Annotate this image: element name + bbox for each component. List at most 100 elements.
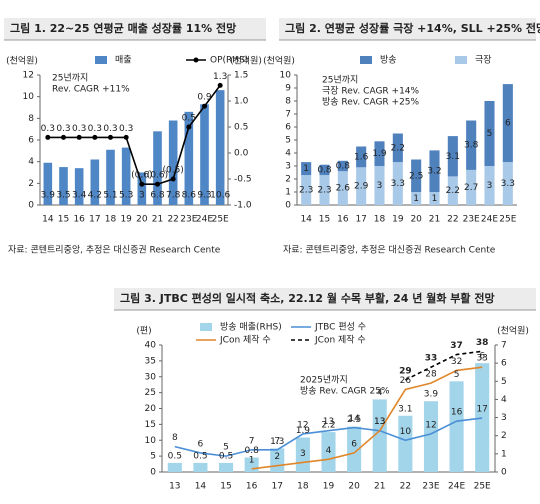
data-label: 0.5 [193,451,207,461]
bar [392,133,403,163]
bar [423,401,439,472]
chart-title: 그림 1. 22~25 연평균 매출 성장률 11% 전망 [10,21,236,35]
bar [74,168,84,205]
bar [184,111,194,205]
x-tick-label: 20 [136,215,148,225]
x-tick-label: 22 [447,215,458,225]
line [404,350,483,381]
bar [301,162,312,176]
data-label: 3.8 [464,141,479,151]
x-tick-label: 18 [374,215,386,225]
data-label: 33 [425,354,438,364]
annotation: 방송 Rev. CAGR 25% [300,386,390,397]
bar [121,147,131,205]
annotation: Rev. CAGR +11% [52,85,130,95]
legend-swatch [455,56,467,64]
data-label: 2.5 [347,415,361,425]
data-label: 0.8 [317,165,332,175]
data-label: 7 [274,436,280,446]
bar [337,171,348,205]
data-label: 3.9 [424,390,439,400]
data-label: 2.2 [321,421,335,431]
data-label: 6 [198,439,204,449]
y-tick-label: 2 [28,179,34,189]
data-label: 1.3 [270,437,284,447]
data-label: 1.9 [372,149,387,159]
source: 자료: 콘텐트리중앙, 추정은 대신증권 Research Cente [283,244,496,256]
bar [392,162,403,205]
data-label: (0.5) [162,166,183,176]
data-label: 5 [223,443,229,453]
bar [398,415,413,472]
y-tick-label: 0 [150,468,156,478]
bar [372,399,387,472]
data-label: 1.3 [213,72,227,82]
bar [193,462,208,472]
data-label: 13 [374,417,385,427]
x-tick-label: 14 [300,215,312,225]
x-tick-label: 15 [58,215,69,225]
x-tick-label: 21 [374,482,385,492]
y-tick-label: 5 [285,136,291,146]
data-label: 26 [400,376,412,386]
y2-axis-label: (천억원) [497,325,529,337]
x-tick-label: 16 [246,482,258,492]
data-label: 0.3 [72,124,86,134]
y-tick-label: 10 [280,71,292,81]
y2-tick-label: 1.0 [234,97,249,107]
data-label: 10 [400,427,412,437]
data-label: 1.6 [354,152,369,162]
x-tick-label: 25E [212,215,229,225]
data-label: 5.3 [119,191,133,201]
data-label: 13 [374,417,385,427]
y2-tick-label: 6 [501,359,507,369]
x-tick-label: 16 [73,215,85,225]
data-label: 0.9 [197,93,212,103]
data-label: (0.6) [131,171,152,181]
x-tick-label: 21 [152,215,163,225]
data-label: 13 [323,417,334,427]
bar [429,192,440,205]
y-tick-label: 0 [28,201,34,211]
x-tick-label: 25E [499,215,516,225]
y-axis-label: (편) [136,325,151,337]
y2-tick-label: 1 [501,449,507,459]
data-label: 6 [479,352,485,362]
x-tick-label: 25E [474,482,491,492]
data-label: 29 [399,366,412,376]
data-label: 1 [413,194,419,204]
x-tick-label: 20 [348,482,360,492]
x-tick-label: 18 [105,215,117,225]
x-tick-label: 20 [410,215,422,225]
y-tick-label: 2 [285,175,291,185]
bar [449,381,464,472]
data-label: 17 [476,405,487,415]
legend-swatch [360,56,372,64]
legend-label: 매출 [115,55,132,66]
y2-axis-label: (천억원) [230,55,262,67]
data-label: 3 [300,449,306,459]
legend-label: 방송 매출(RHS) [220,322,282,333]
data-label: 5 [454,370,460,380]
legend-label: 방송 [380,55,397,66]
bar [90,159,100,205]
data-label: 1.9 [296,426,311,436]
annotation: 25년까지 [322,75,358,86]
legend-marker [193,57,199,63]
y-tick-label: 10 [145,436,157,446]
y-tick-label: 4 [28,157,34,167]
y-tick-label: 35 [145,356,156,366]
data-label: 2.7 [464,183,478,193]
y-axis-label: (천억원) [6,55,38,67]
y-tick-label: 10 [23,92,35,102]
bar [137,172,147,205]
data-label: 4 [377,388,383,398]
data-label: 5 [487,129,493,139]
y-tick-label: 25 [145,388,156,398]
data-label: 9.3 [197,191,211,201]
y-tick-label: 8 [285,97,291,107]
x-tick-label: 24E [196,215,213,225]
y-tick-label: 9 [285,84,291,94]
x-tick-label: 15 [220,482,231,492]
y2-tick-label: 1.5 [234,71,248,81]
